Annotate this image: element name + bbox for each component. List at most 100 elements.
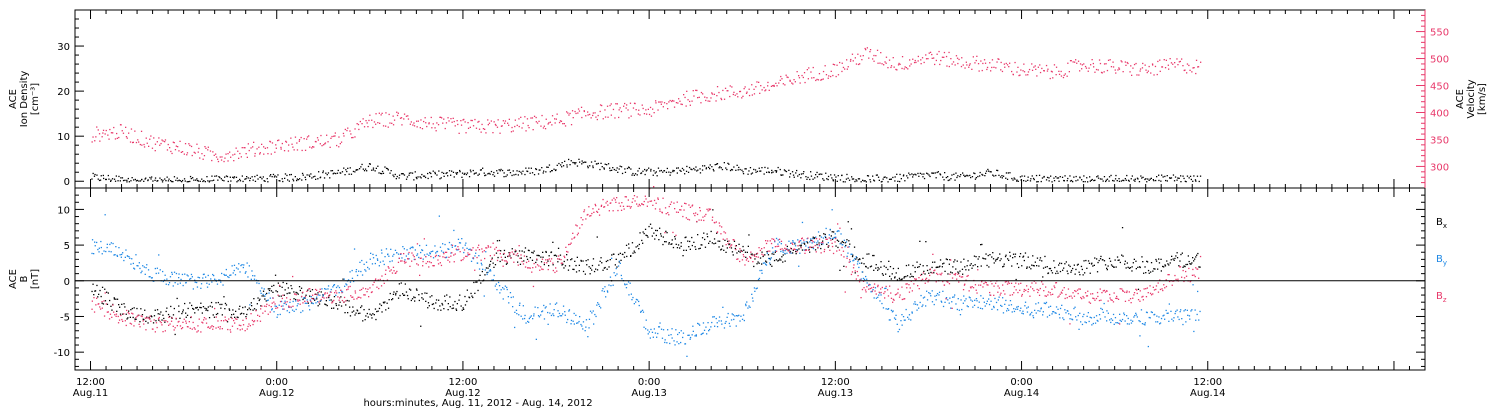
bz-point <box>886 289 889 291</box>
bz-point <box>871 287 873 289</box>
by-point <box>747 307 749 309</box>
by-point <box>668 334 670 336</box>
bx-point <box>228 308 230 310</box>
ion-density-point <box>196 178 198 180</box>
by-point <box>1164 318 1166 320</box>
bz-point <box>787 250 789 252</box>
velocity-point <box>623 105 625 107</box>
ion-density-point <box>1137 178 1139 180</box>
bz-point <box>1087 290 1089 292</box>
velocity-point <box>888 59 891 61</box>
by-point <box>122 252 124 254</box>
ion-density-point <box>579 161 581 163</box>
bz-point <box>981 281 983 283</box>
ion-density-point <box>1002 175 1005 177</box>
bz-point <box>856 270 858 273</box>
velocity-point <box>1017 66 1019 68</box>
bz-point <box>251 319 254 322</box>
ion-density-point <box>1131 175 1133 177</box>
bx-point <box>870 265 873 267</box>
velocity-point <box>229 151 231 153</box>
ion-density-point <box>601 166 603 168</box>
bx-point <box>596 269 599 271</box>
velocity-point <box>705 99 707 102</box>
bz-point <box>529 267 531 269</box>
velocity-point <box>224 157 226 159</box>
bx-point <box>1049 267 1052 270</box>
by-point <box>786 248 789 250</box>
bx-point <box>195 307 197 309</box>
bz-point <box>239 329 241 331</box>
ion-density-point <box>1058 180 1060 182</box>
bx-point <box>916 261 918 263</box>
by-point <box>470 260 473 262</box>
bx-point <box>357 312 360 315</box>
bz-point <box>490 246 492 248</box>
by-point <box>774 250 777 252</box>
bx-point <box>747 245 749 247</box>
velocity-point <box>645 109 647 111</box>
by-point <box>426 253 428 255</box>
bz-point <box>259 320 262 322</box>
by-point <box>657 332 659 335</box>
bz-point <box>587 213 589 216</box>
velocity-point <box>592 114 594 117</box>
ion-density-point <box>443 175 445 177</box>
bz-point <box>447 259 449 261</box>
by-point <box>500 289 502 291</box>
bz-point <box>724 232 727 234</box>
velocity-point <box>456 120 458 122</box>
bz-point <box>1082 295 1084 298</box>
ion-density-point <box>657 167 660 169</box>
ion-density-point <box>363 170 366 172</box>
bz-point <box>1053 285 1055 287</box>
bz-point <box>812 241 814 243</box>
by-point <box>1055 312 1057 314</box>
by-point <box>671 328 673 330</box>
bz-point <box>736 258 738 260</box>
by-point <box>1130 322 1133 324</box>
bz-point <box>908 284 910 286</box>
by-point <box>708 328 711 331</box>
ion-density-point <box>327 172 330 174</box>
ion-density-point <box>374 170 376 172</box>
by-point <box>1186 309 1188 311</box>
bx-point <box>614 264 616 266</box>
ion-density-point <box>358 168 361 170</box>
velocity-point <box>824 65 826 67</box>
bx-point <box>340 296 342 298</box>
velocity-point <box>285 140 287 142</box>
by-point <box>308 305 310 307</box>
bx-point <box>296 292 298 294</box>
bx-point <box>738 243 740 245</box>
bz-point <box>861 288 864 291</box>
bx-point <box>620 259 622 261</box>
ion-density-point <box>970 176 972 179</box>
bz-point <box>337 296 339 298</box>
bx-point <box>153 315 156 317</box>
velocity-point <box>326 134 328 136</box>
velocity-point <box>816 78 818 81</box>
bz-point <box>980 284 982 286</box>
ion-density-point <box>696 170 698 172</box>
velocity-point <box>154 150 156 152</box>
by-point <box>636 299 639 301</box>
ion-density-point <box>721 168 724 171</box>
velocity-point <box>857 63 860 66</box>
bz-point <box>703 219 705 222</box>
by-point <box>202 273 205 276</box>
ion-density-point <box>572 161 574 164</box>
velocity-point <box>1034 65 1036 67</box>
by-point <box>284 300 286 302</box>
ion-density-point <box>246 176 248 178</box>
bz-point <box>657 197 659 199</box>
bx-point <box>200 307 202 309</box>
velocity-point <box>547 123 549 125</box>
bx-point <box>111 309 113 311</box>
velocity-point <box>521 127 523 129</box>
by-point <box>777 243 779 245</box>
velocity-point <box>943 56 945 58</box>
bz-point <box>528 267 530 269</box>
velocity-point <box>1011 70 1013 73</box>
by-point <box>887 308 889 310</box>
